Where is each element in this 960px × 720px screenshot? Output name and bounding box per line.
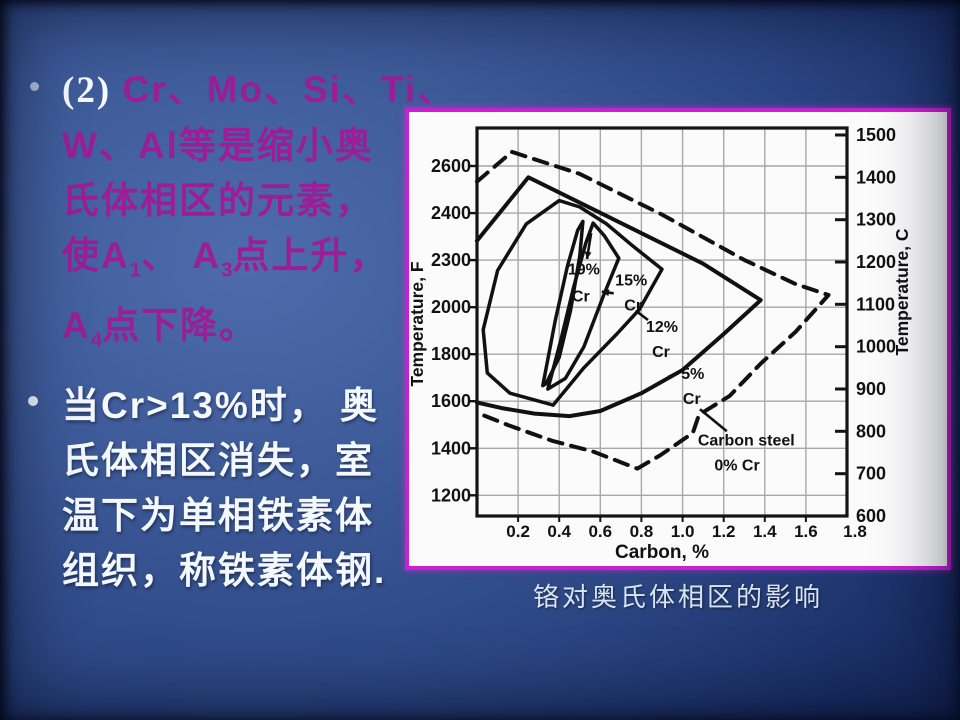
text-line: 使A1、 A3点上升， xyxy=(62,235,389,282)
c-tick-label: 900 xyxy=(856,379,886,399)
text-line: 温下为单相铁素体 xyxy=(62,495,374,536)
c-tick-label: 800 xyxy=(856,421,886,441)
annotation-15-: 15% xyxy=(615,272,647,289)
c-tick-label: 1500 xyxy=(856,125,896,145)
curve-15-cr xyxy=(546,221,621,391)
f-tick-label: 2000 xyxy=(431,297,471,317)
text-line: (2) Cr、Mo、Si、Ti、 xyxy=(62,69,457,111)
chart-caption: 铬对奥氏体相区的影响 xyxy=(532,582,823,612)
f-tick-label: 2300 xyxy=(431,250,471,270)
leader-arrowhead xyxy=(584,251,592,259)
c-tick-label: 1200 xyxy=(856,252,896,272)
c-tick-label: 1100 xyxy=(856,294,895,314)
curve-19-cr xyxy=(541,219,585,388)
annotation-19-: 19% xyxy=(568,262,600,279)
f-tick-label: 1200 xyxy=(431,485,471,505)
text-line: W、Al等是缩小奥 xyxy=(62,125,374,166)
c-tick-label: 1300 xyxy=(856,210,896,230)
label-leader xyxy=(634,309,649,322)
annotation-cr: Cr xyxy=(572,288,590,305)
x-tick-label: 0.8 xyxy=(630,522,654,541)
text-line: 氏体相区消失，室 xyxy=(62,440,374,481)
annotation-0-cr: 0% Cr xyxy=(714,458,759,475)
annotation-cr: Cr xyxy=(683,391,701,408)
x-tick-label: 0.4 xyxy=(547,522,571,541)
curve-12-cr xyxy=(481,198,664,407)
f-tick-label: 1600 xyxy=(431,391,471,411)
c-tick-label: 600 xyxy=(856,506,886,526)
x-tick-label: 1.4 xyxy=(753,522,777,541)
phase-diagram-svg: 2600 2400 2300 2000 1800 1600 1400 1200 1500 1400… xyxy=(407,125,912,563)
bullet-marker-1 xyxy=(30,82,39,91)
x-tick-label: 1.8 xyxy=(843,522,867,541)
x-axis-title: Carbon, % xyxy=(615,542,709,563)
y-axis-title-left: Temperature, F xyxy=(409,261,427,386)
y-axis-title-right: Temperature, C xyxy=(892,228,912,355)
c-tick-label: 1400 xyxy=(856,167,896,187)
x-tick-label: 0.6 xyxy=(588,522,612,541)
annotation-5-: 5% xyxy=(681,366,704,383)
bullet-text-2: 当Cr>13%时， 奥氏体相区消失，室 温下为单相铁素体 组织，称铁素体钢. xyxy=(62,378,412,598)
curve-carbon-steel-0-cr xyxy=(475,149,831,471)
annotation-carbon-steel: Carbon steel xyxy=(698,433,795,450)
plot-frame xyxy=(475,126,849,518)
text-line: 组织，称铁素体钢. xyxy=(62,550,387,591)
annotation-cr: Cr xyxy=(652,344,670,361)
x-tick-label: 1.0 xyxy=(671,522,695,541)
c-tick-label: 700 xyxy=(856,464,886,484)
annotation-cr: Cr xyxy=(624,298,642,315)
label-leader xyxy=(699,408,728,433)
c-tick-label: 1000 xyxy=(856,337,896,357)
text-line: 氏体相区的元素， xyxy=(62,180,374,221)
bullet-text-1: (2) Cr、Mo、Si、Ti、 W、Al等是缩小奥 氏体相区的元素， 使A1、 A3… xyxy=(62,62,457,369)
label-leader xyxy=(667,368,684,379)
bullet-marker-2 xyxy=(28,396,38,406)
text-line: A4点下降。 xyxy=(62,305,259,352)
text-line: 当Cr>13%时， 奥 xyxy=(62,385,380,426)
x-tick-label: 0.2 xyxy=(506,522,530,541)
annotation-12-: 12% xyxy=(646,319,678,336)
f-tick-label: 2600 xyxy=(431,156,471,176)
curve-5-cr xyxy=(475,175,763,419)
f-tick-label: 2400 xyxy=(431,203,471,223)
leader-arrowhead xyxy=(601,289,610,297)
x-tick-label: 1.2 xyxy=(712,522,736,541)
f-tick-label: 1800 xyxy=(431,344,471,364)
phase-diagram-frame: 2600 2400 2300 2000 1800 1600 1400 1200 1500 1400… xyxy=(405,108,951,570)
f-tick-label: 1400 xyxy=(431,438,471,458)
x-tick-label: 1.6 xyxy=(794,522,818,541)
